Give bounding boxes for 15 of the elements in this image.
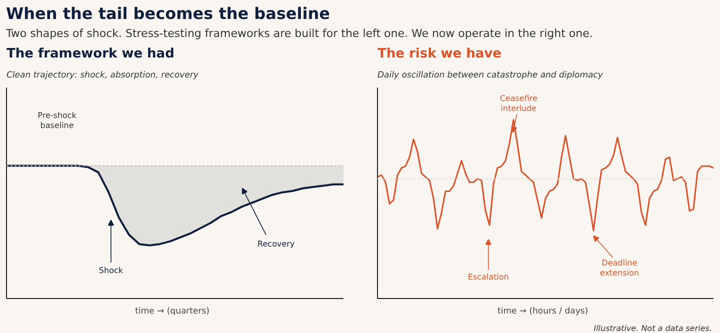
annotation: Deadline extension	[600, 258, 639, 278]
chart-subtitle: Clean trajectory: shock, absorption, recovery	[6, 70, 200, 80]
annotation: Recovery	[258, 240, 295, 249]
chart-title: The risk we have	[378, 46, 502, 62]
annotation: Escalation	[468, 272, 509, 282]
text: Pre-shock baseline	[38, 111, 77, 130]
text: When the tail becomes the baseline	[6, 4, 331, 23]
x-axis-title: time → (hours / days)	[498, 306, 588, 316]
x-axis-title: time → (quarters)	[135, 306, 210, 316]
text: Two shapes of shock. Stress-testing frameworks are built for the left one. We now operate in the right one.	[6, 27, 593, 40]
chart-title: The framework we had	[6, 46, 174, 62]
text: Ceasefire interlude	[500, 94, 538, 114]
text: Illustrative. Not a data series.	[592, 324, 712, 333]
chart-subtitle: Daily oscillation between catastrophe and diplomacy	[378, 70, 604, 80]
annotation: Shock	[98, 266, 124, 276]
